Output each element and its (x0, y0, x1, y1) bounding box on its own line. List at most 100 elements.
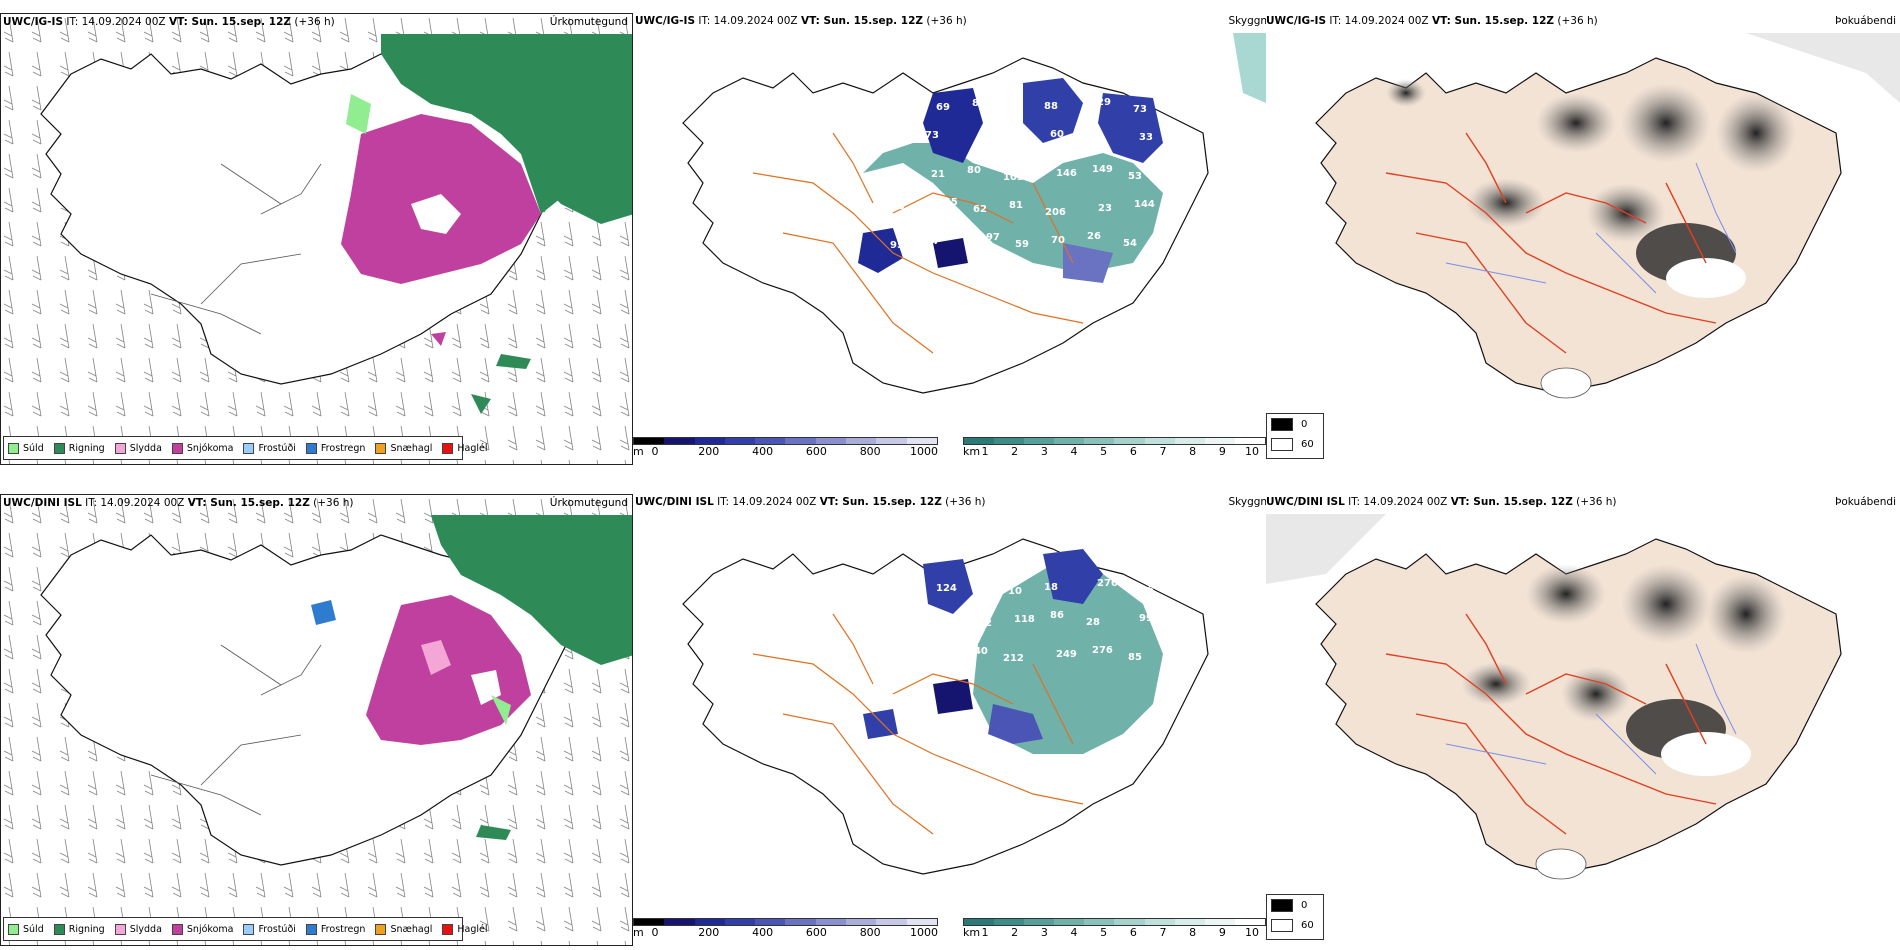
colorbar-step (664, 438, 695, 444)
legend-swatch (442, 442, 454, 454)
ceiling-value-label: 26 (1087, 231, 1101, 242)
ceiling-value-label: 70 (1051, 235, 1065, 246)
fog-map-bottom (1266, 514, 1842, 880)
ceiling-value-label: 88 (1044, 101, 1058, 112)
ceiling-panel-bottom: 116 124 88 10 18 276 126 98 225 52 118 86 28 99 442 108… (633, 494, 1266, 946)
visibility-colorbar-top: km 1 2 3 4 5 6 7 8 9 10 (963, 437, 1266, 461)
colorbar-step (1204, 919, 1235, 925)
ceiling-value-label: 29 (1097, 97, 1111, 108)
colorbar-unit: km (963, 926, 981, 939)
ceiling-value-label: 95 (890, 240, 904, 251)
fog-header-bottom: UWC/DINI ISL IT: 14.09.2024 00Z VT: Sun.… (1266, 496, 1617, 508)
precip-legend-item: Rigning (53, 923, 105, 935)
fog-legend-top: 0 60 (1266, 413, 1324, 459)
legend-swatch (8, 923, 19, 935)
colorbar-step (755, 919, 786, 925)
precip-panel-top: UWC/IG-IS IT: 14.09.2024 00Z VT: Sun. 15… (0, 13, 633, 465)
ceiling-value-label: 21 (931, 169, 945, 180)
ceiling-value-label: 33 (1139, 132, 1153, 143)
precip-legend-item: Frostúði (243, 442, 296, 454)
legend-label: Slydda (129, 923, 162, 935)
colorbar-step (694, 438, 725, 444)
colorbar-step (1114, 919, 1145, 925)
fog-swatch (1271, 417, 1293, 431)
legend-label: Snjókoma (186, 442, 234, 454)
colorbar-step (815, 438, 847, 444)
ceiling-value-label: 73 (1133, 104, 1147, 115)
legend-label: Snæhagl (390, 923, 433, 935)
legend-swatch (53, 442, 65, 454)
fog-swatch (1271, 437, 1293, 451)
ceiling-header-bottom: UWC/DINI ISL IT: 14.09.2024 00Z VT: Sun.… (635, 496, 986, 508)
ceiling-value-label: 80 (972, 98, 986, 109)
colorbar-tick: 2 (1011, 445, 1019, 458)
legend-swatch (375, 442, 387, 454)
precip-legend-item: Frostregn (305, 923, 366, 935)
fog-legend-label: 0 (1301, 418, 1308, 430)
colorbar-tick: 4 (1070, 445, 1078, 458)
ceiling-value-label: 81 (1009, 200, 1023, 211)
ceiling-value-label: 149 (1092, 164, 1113, 175)
ceiling-value-label: 23 (978, 137, 992, 148)
colorbar-tick: 800 (859, 926, 881, 939)
colorbar-step (1144, 919, 1175, 925)
colorbar-step (1024, 438, 1055, 444)
colorbar-tick: 8 (1189, 445, 1197, 458)
colorbar-step (994, 438, 1025, 444)
colorbar-tick: 400 (752, 926, 774, 939)
colorbar-step (1054, 438, 1085, 444)
precip-legend-item: Snjókoma (171, 923, 233, 935)
fog-legend-row: 60 (1267, 434, 1323, 454)
ceiling-value-label: 103 (1003, 172, 1024, 183)
precip-header-top: UWC/IG-IS IT: 14.09.2024 00Z VT: Sun. 15… (3, 16, 335, 28)
colorbar-tick: 0 (651, 445, 659, 458)
colorbar-step (1144, 438, 1175, 444)
fog-legend-row: 60 (1267, 915, 1323, 935)
colorbar-tick: 1 (981, 926, 989, 939)
colorbar-step (964, 438, 995, 444)
ceiling-value-label: 54 (1123, 238, 1137, 249)
colorbar-step (1054, 919, 1085, 925)
legend-swatch (53, 923, 65, 935)
ceiling-value-label: 86 (1050, 610, 1064, 621)
colorbar-step (724, 438, 756, 444)
colorbar-step (906, 438, 937, 444)
colorbar-tick: 10 (1245, 926, 1259, 939)
legend-label: Frostregn (320, 923, 366, 935)
ceiling-value-label: 442 (895, 654, 916, 665)
colorbar-tick: 600 (805, 926, 827, 939)
precip-legend-item: Frostúði (243, 923, 296, 935)
fog-panel-bottom: UWC/DINI ISL IT: 14.09.2024 00Z VT: Sun.… (1266, 494, 1900, 946)
precip-legend-bottom: Súld Rigning Slydda Snjókoma Frostúði Frostre… (3, 917, 488, 941)
colorbar-tick: 600 (805, 445, 827, 458)
fog-title-bottom: Þokuábendi (1835, 496, 1896, 508)
colorbar-tick: 0 (651, 926, 659, 939)
legend-label: Súld (23, 923, 44, 935)
precip-panel-bottom: UWC/DINI ISL IT: 14.09.2024 00Z VT: Sun.… (0, 494, 633, 946)
colorbar-step (1204, 438, 1235, 444)
legend-swatch (171, 442, 183, 454)
ceiling-colorbar-bottom: m 0 200 400 600 800 1000 (633, 918, 938, 942)
colorbar-step (1234, 919, 1265, 925)
ceiling-value-label: 59 (1015, 239, 1029, 250)
colorbar-tick: 9 (1218, 926, 1226, 939)
legend-swatch (8, 442, 19, 454)
fog-title-top: Þokuábendi (1835, 15, 1896, 27)
ceiling-value-label: 88 (972, 579, 986, 590)
fog-legend-label: 0 (1301, 899, 1308, 911)
colorbar-step (724, 919, 756, 925)
precip-legend-item: Snjókoma (171, 442, 234, 454)
ceiling-value-label: 276 (1097, 578, 1118, 589)
colorbar-tick: 2 (1011, 926, 1019, 939)
precip-legend-item: Frostregn (305, 442, 365, 454)
ceiling-map-top: 51 69 80 95 88 29 73 69 73 23 97 60 76 33 12 21 80 103 146… (682, 33, 1266, 394)
ceiling-panel-top: 51 69 80 95 88 29 73 69 73 23 97 60 76 33 12 21 80 103 146… (633, 13, 1266, 465)
visibility-title-bottom: Skyggni (1228, 496, 1267, 508)
ceiling-value-label: 80 (967, 165, 981, 176)
precip-legend-item: Haglél (442, 923, 488, 935)
colorbar-step (1024, 919, 1055, 925)
legend-label: Rigning (68, 442, 105, 454)
fog-legend-row: 0 (1267, 895, 1323, 915)
legend-swatch (442, 923, 454, 935)
ceiling-value-label: 72 (884, 682, 898, 693)
